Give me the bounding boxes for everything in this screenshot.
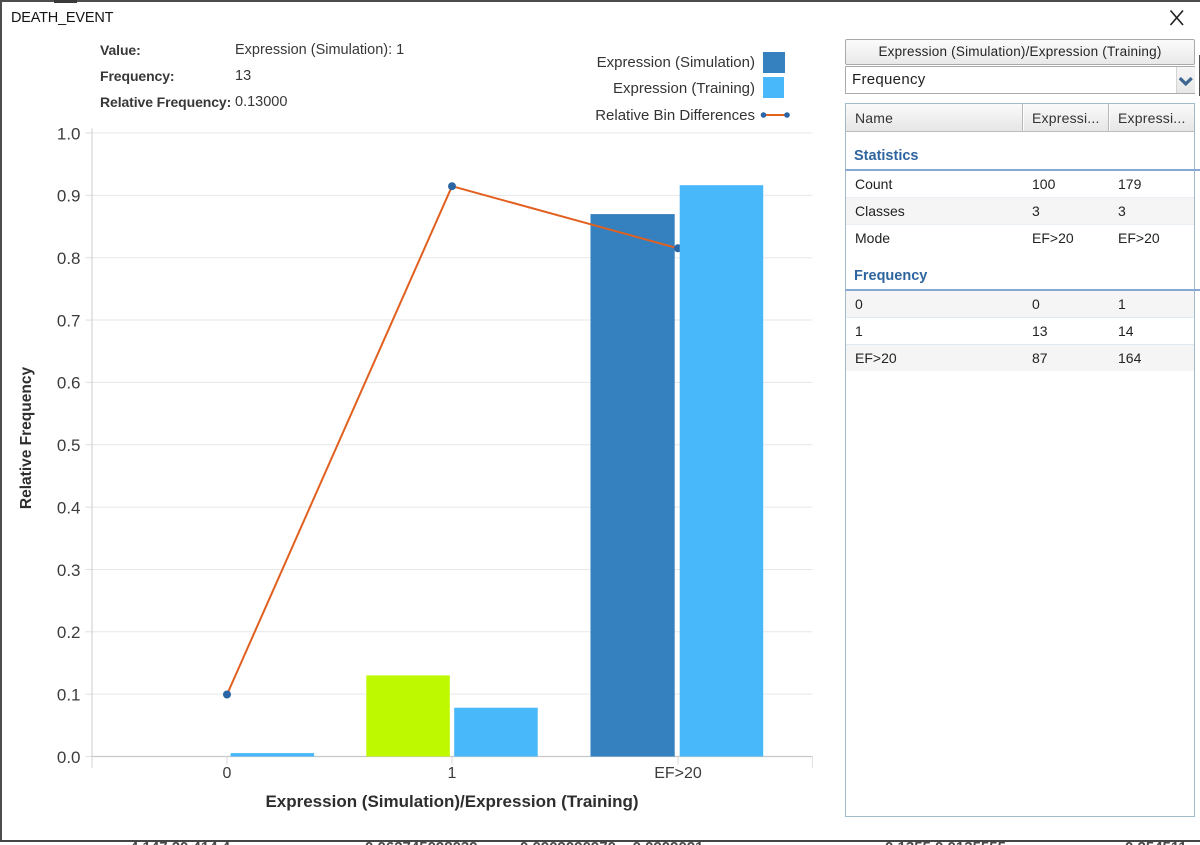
svg-text:0.6: 0.6 [57, 374, 81, 393]
svg-text:0.8: 0.8 [57, 249, 81, 268]
svg-text:0.3: 0.3 [57, 561, 81, 580]
svg-text:Relative Frequency: Relative Frequency [18, 367, 35, 510]
svg-text:1.0: 1.0 [57, 124, 81, 143]
svg-text:0.1: 0.1 [57, 685, 81, 704]
svg-text:0.2: 0.2 [57, 623, 81, 642]
svg-text:1: 1 [448, 765, 457, 782]
svg-text:Expression (Simulation)/Expres: Expression (Simulation)/Expression (Trai… [265, 792, 638, 811]
svg-text:0: 0 [223, 765, 232, 782]
svg-text:0.0: 0.0 [57, 748, 81, 767]
svg-text:EF>20: EF>20 [654, 765, 702, 782]
svg-text:0.5: 0.5 [57, 436, 81, 455]
svg-text:0.7: 0.7 [57, 311, 81, 330]
svg-text:0.4: 0.4 [57, 498, 81, 517]
svg-text:0.9: 0.9 [57, 187, 81, 206]
